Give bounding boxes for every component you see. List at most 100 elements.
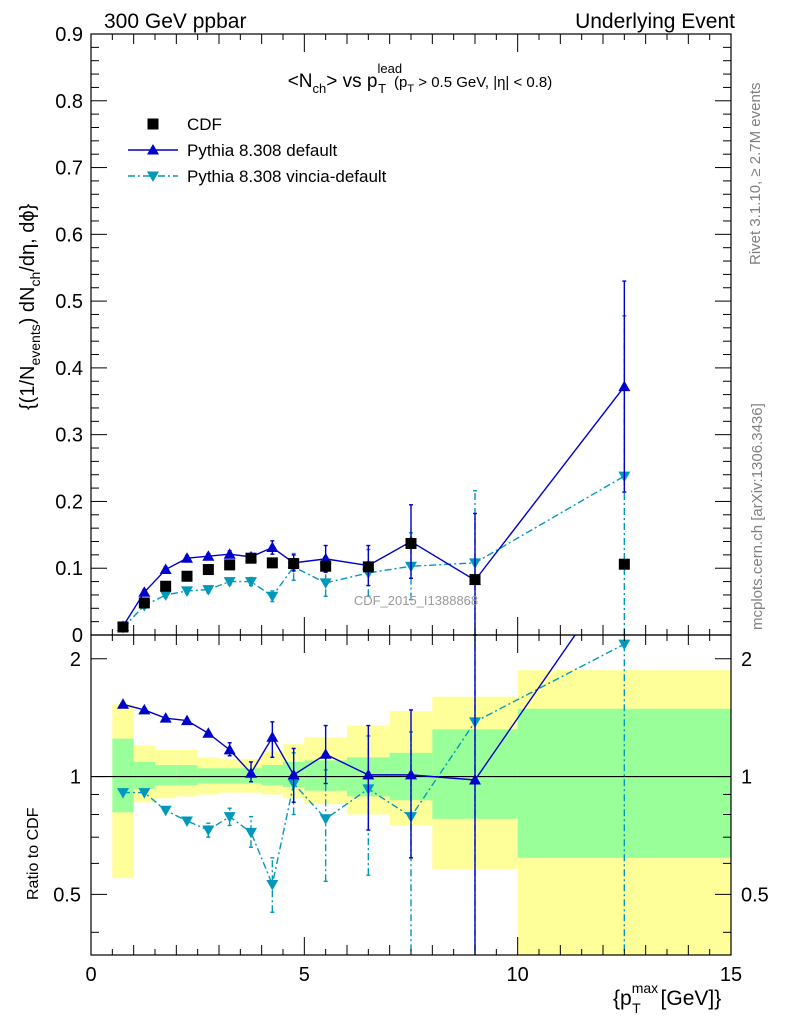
x-tick-label: 5	[299, 964, 310, 986]
cdf-data-point	[224, 559, 236, 571]
vincia-ratio-point	[245, 827, 257, 839]
ratio-plot-area	[91, 635, 731, 955]
pythia-default-point	[223, 548, 236, 559]
cdf-data-point	[245, 552, 257, 564]
cdf-data-point	[266, 557, 278, 569]
vincia-line	[122, 475, 625, 629]
main-plot-area	[117, 280, 631, 635]
ratio-uncertainty-bands	[112, 670, 731, 955]
main-y-axis-label: {(1/Nevents) dNch/dη, dϕ}	[17, 203, 43, 410]
main-y-tick-label: 0	[72, 625, 83, 647]
x-tick-label: 15	[720, 964, 742, 986]
vincia-ratio-point	[319, 814, 332, 825]
cdf-data-point	[469, 574, 481, 586]
x-tick-label: 0	[85, 964, 96, 986]
main-panel: 0 0.1 0.2 0.3 0.4 0.5 0.6 0.7 0.8 0.9	[55, 24, 732, 647]
main-y-tick-label: 0.2	[55, 491, 83, 513]
ratio-band-green	[155, 765, 177, 786]
ratio-y-axis-label: Ratio to CDF	[25, 807, 42, 900]
x-axis-label: {pmax T [GeV]}	[613, 980, 721, 1016]
ratio-band-green	[261, 765, 283, 786]
cdf-data-point	[117, 621, 129, 633]
ratio-frame	[90, 634, 732, 956]
pythia-default-ratio-point	[181, 714, 193, 726]
legend-label: Pythia 8.308 vincia-default	[187, 167, 387, 186]
main-y-tick-label: 0.8	[55, 91, 83, 113]
ratio-band-green	[219, 768, 241, 784]
main-y-tick-labels: 0 0.1 0.2 0.3 0.4 0.5 0.6 0.7 0.8 0.9	[55, 24, 732, 647]
main-title: <Nch> vs plead T (pT > 0.5 GeV, |η| < 0.8)	[288, 61, 553, 96]
legend: CDF Pythia 8.308 default Pythia 8.308 vinc…	[128, 115, 387, 186]
ratio-y-tick-label-right: 1	[741, 767, 752, 789]
pythia-default-point	[202, 550, 215, 561]
vincia-point	[181, 586, 193, 597]
legend-cdf-marker	[147, 118, 159, 130]
ratio-band-green	[133, 761, 155, 789]
ratio-y-tick-label: 1	[70, 767, 81, 789]
main-y-tick-label: 0.5	[55, 291, 83, 313]
ratio-band-green	[112, 738, 134, 813]
cdf-data-point	[320, 560, 332, 572]
vincia-ratio-line	[123, 643, 625, 887]
pythia-default-point	[181, 552, 193, 563]
vincia-point	[159, 590, 172, 601]
ratio-band-green	[197, 768, 219, 784]
vincia-ratio-point	[138, 788, 151, 799]
pythia-default-ratio-point	[405, 768, 417, 780]
cdf-data-point	[618, 558, 630, 570]
ratio-y-tick-label: 2	[70, 649, 81, 671]
pythia-default-ratio-point	[469, 773, 481, 785]
vincia-ratio-point	[117, 788, 129, 799]
pythia-default-ratio-point	[362, 768, 375, 780]
vincia-point	[266, 591, 279, 603]
pythia-default-ratio-point	[319, 748, 332, 759]
ratio-y-tick-label: 0.5	[53, 884, 81, 906]
vincia-point	[319, 578, 332, 589]
cdf-data-point	[362, 561, 374, 573]
vincia-ratio-point	[266, 879, 279, 891]
main-y-tick-label: 0.7	[55, 158, 83, 180]
legend-label: Pythia 8.308 default	[187, 141, 338, 160]
pythia-default-ratio-point	[138, 703, 151, 715]
cdf-data-point	[288, 558, 300, 570]
pythia-default-ratio-point	[159, 712, 172, 723]
vincia-ratio-point	[223, 812, 236, 823]
pythia-default-ratio-point	[117, 698, 129, 709]
pythia-default-ratio-point	[266, 731, 279, 742]
cdf-data-point	[202, 564, 214, 576]
pythia-default-point	[266, 541, 279, 553]
vincia-point	[202, 585, 215, 596]
cdf-data-point	[138, 597, 150, 609]
pythia-default-ratio-point	[287, 768, 300, 780]
x-tick-label: 10	[507, 964, 529, 986]
vincia-ratio-point	[159, 805, 172, 817]
main-y-tick-label: 0.1	[55, 558, 83, 580]
cdf-data-point	[181, 570, 193, 582]
ratio-tick-labels: 0.5 0.5 1 1 2 2 0 5 10 15	[53, 635, 769, 986]
legend-pythia-default-marker	[147, 144, 159, 155]
vincia-ratio-point	[618, 639, 631, 651]
main-y-tick-label: 0.4	[55, 358, 83, 380]
ratio-panel: 0.5 0.5 1 1 2 2 0 5 10 15	[53, 634, 769, 986]
main-y-tick-label: 0.9	[55, 24, 83, 46]
pythia-default-point	[138, 586, 151, 597]
legend-label: CDF	[187, 115, 222, 134]
cdf-data-point	[160, 580, 172, 592]
ratio-band-green	[176, 765, 198, 786]
ratio-y-tick-label-right: 0.5	[741, 884, 769, 906]
pythia-default-line	[122, 386, 625, 627]
pythia-default-ratio-point	[202, 727, 215, 738]
rivet-label: Rivet 3.1.10, ≥ 2.7M events	[747, 83, 764, 266]
pythia-default-ratio-point	[223, 743, 236, 755]
mcplots-label: mcplots.cern.ch [arXiv:1306.3436]	[749, 403, 766, 630]
legend-vincia-marker	[147, 171, 159, 182]
main-y-tick-label: 0.6	[55, 224, 83, 246]
pythia-default-point	[618, 380, 631, 392]
energy-label: 300 GeV ppbar	[104, 10, 246, 33]
ratio-y-tick-label-right: 2	[741, 649, 752, 671]
cdf-data-point	[405, 538, 417, 550]
main-y-tick-label: 0.3	[55, 425, 83, 447]
pythia-default-ratio-point	[245, 767, 257, 778]
vincia-ratio-point	[202, 825, 215, 837]
